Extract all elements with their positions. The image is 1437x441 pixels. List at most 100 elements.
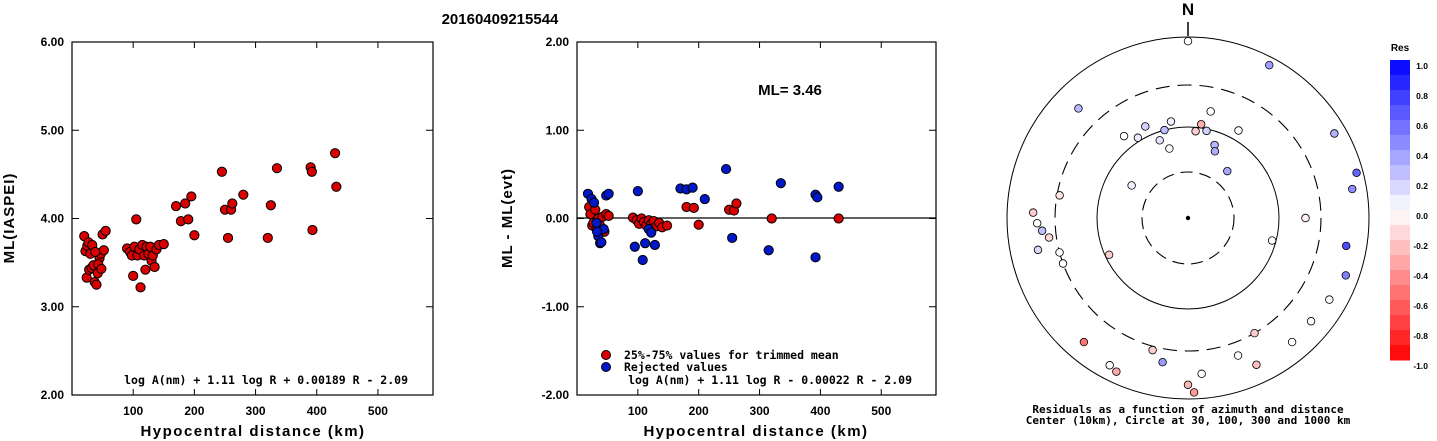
- station-point: [1352, 168, 1361, 178]
- ring-100km: [1096, 126, 1280, 310]
- x-tick-label: 300: [750, 404, 770, 418]
- colorbar-cell: [1390, 60, 1410, 76]
- data-point: [271, 163, 283, 174]
- ring-1000km: [1006, 36, 1370, 400]
- station-point: [1037, 226, 1047, 235]
- data-point: [720, 163, 732, 175]
- data-point: [632, 186, 643, 197]
- station-point: [1330, 129, 1339, 138]
- colorbar-label: -0.4: [1413, 271, 1428, 281]
- data-point: [189, 230, 200, 241]
- data-point: [833, 213, 844, 224]
- data-point: [330, 148, 341, 159]
- data-point: [306, 166, 317, 177]
- colorbar-cell: [1390, 195, 1410, 211]
- data-point: [331, 181, 342, 192]
- data-point: [135, 282, 146, 293]
- data-point: [763, 245, 774, 256]
- station-point: [1141, 122, 1150, 131]
- station-point: [1165, 144, 1174, 153]
- colorbar-cell: [1390, 300, 1410, 316]
- legend-marker-rejected: [601, 362, 611, 372]
- y-tick-label: 0.00: [546, 212, 570, 226]
- colorbar-label: 0.6: [1416, 121, 1428, 131]
- colorbar-cell: [1390, 255, 1410, 271]
- colorbar-cell: [1390, 270, 1410, 286]
- station-point: [1233, 351, 1243, 360]
- data-point: [588, 197, 600, 208]
- station-point: [1252, 360, 1261, 369]
- data-point: [100, 225, 111, 236]
- data-point: [591, 226, 603, 237]
- station-point: [1158, 357, 1167, 367]
- station-point: [1348, 184, 1357, 194]
- station-point: [1341, 241, 1351, 251]
- data-point: [91, 279, 102, 290]
- middle-x-axis-label: Hypocentral distance (km): [643, 423, 868, 440]
- x-tick-label: 300: [246, 404, 266, 418]
- station-point: [1166, 117, 1176, 126]
- data-point: [90, 246, 101, 258]
- station-point: [1058, 259, 1068, 268]
- x-tick-label: 400: [307, 404, 327, 418]
- data-point: [262, 232, 273, 244]
- x-tick-label: 100: [628, 404, 648, 418]
- colorbar-label: -0.6: [1413, 301, 1428, 311]
- polar-caption-line2: Center (10km), Circle at 30, 100, 300 an…: [1026, 414, 1351, 427]
- figure-title: 20160409215544: [442, 11, 559, 28]
- station-point: [1206, 107, 1215, 116]
- x-tick-label: 500: [871, 404, 891, 418]
- left-chart: ML(IASPEI) Hypocentral distance (km) log…: [1, 35, 434, 440]
- colorbar-cell: [1390, 285, 1410, 301]
- residual-colorbar: Res 1.0 0.8 0.6 0.4 0.2 0.0 -0.2 -0.4 -0.6 -0.8 -1…: [1390, 43, 1428, 371]
- y-tick-label: 1.00: [546, 123, 570, 137]
- colorbar-cell: [1390, 330, 1410, 346]
- colorbar-cell: [1390, 135, 1410, 151]
- data-point: [833, 181, 844, 192]
- colorbar-cell: [1390, 345, 1410, 361]
- station-point: [1301, 213, 1310, 223]
- x-tick-label: 200: [184, 404, 204, 418]
- station-point: [1112, 367, 1121, 376]
- x-tick-label: 200: [689, 404, 709, 418]
- data-point: [170, 201, 182, 212]
- data-point: [775, 178, 786, 189]
- data-point: [96, 263, 107, 274]
- legend-marker-trimmed: [601, 350, 611, 360]
- data-point: [687, 182, 698, 193]
- colorbar-cell: [1390, 75, 1410, 91]
- data-point: [766, 213, 777, 224]
- y-tick-label: 4.00: [41, 212, 65, 226]
- data-point: [661, 220, 673, 231]
- colorbar-cell: [1390, 90, 1410, 106]
- ml-label: ML= 3.46: [758, 82, 822, 99]
- residual-azimuth-plot: N Residuals as a function of azimuth and…: [1006, 0, 1370, 427]
- x-tick-label: 400: [810, 404, 830, 418]
- station-point: [1341, 271, 1350, 280]
- data-point: [180, 198, 191, 209]
- station-point: [1197, 369, 1206, 379]
- y-tick-label: -1.00: [542, 300, 570, 314]
- data-point: [158, 238, 169, 250]
- y-tick-label: 5.00: [41, 123, 65, 137]
- station-point: [1210, 147, 1220, 156]
- station-point: [1160, 125, 1169, 135]
- data-point: [183, 214, 194, 225]
- ring-30km: [1141, 171, 1235, 265]
- y-tick-label: 2.00: [546, 35, 570, 49]
- data-point: [731, 198, 742, 209]
- data-point: [140, 264, 151, 275]
- legend-label-rejected: Rejected values: [624, 360, 728, 374]
- data-point: [727, 232, 738, 244]
- x-tick-label: 100: [123, 404, 143, 418]
- x-tick-label: 500: [368, 404, 388, 418]
- data-point: [810, 252, 821, 263]
- station-point: [1196, 120, 1206, 129]
- left-y-axis-label: ML(IASPEI): [1, 173, 18, 264]
- data-point: [812, 192, 823, 203]
- station-point: [1306, 317, 1316, 326]
- station-point: [1033, 245, 1043, 255]
- colorbar-cell: [1390, 105, 1410, 121]
- data-point: [98, 245, 109, 256]
